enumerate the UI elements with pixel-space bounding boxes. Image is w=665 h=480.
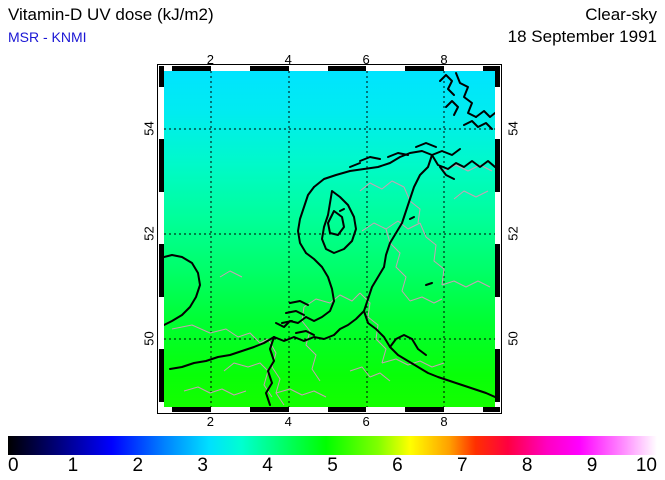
tick-bar-bottom-1	[171, 407, 211, 412]
page-title: Vitamin-D UV dose (kJ/m2)	[8, 5, 214, 24]
colorbar-tick-10: 10	[635, 455, 657, 476]
map-tick-bar-frame	[159, 66, 500, 412]
x-tick-bottom-6: 6	[362, 414, 370, 429]
colorbar-gradient	[8, 436, 657, 455]
x-tick-top-2: 2	[206, 52, 214, 67]
tick-bar-top-9	[483, 66, 500, 71]
condition-label: Clear-sky	[585, 5, 657, 24]
tick-bar-top-1	[171, 66, 211, 71]
tick-bar-top-3	[249, 66, 289, 71]
y-tick-left-54: 54	[141, 121, 157, 136]
colorbar-tick-5: 5	[327, 455, 338, 476]
colorbar-tick-8: 8	[521, 455, 533, 476]
tick-bar-left-49	[159, 349, 164, 402]
x-tick-bottom-8: 8	[440, 414, 448, 429]
tick-bar-right-53	[495, 139, 500, 192]
tick-bar-right-55	[495, 66, 500, 87]
x-tick-bottom-2: 2	[206, 414, 214, 429]
y-tick-left-50: 50	[141, 331, 157, 346]
tick-bar-bottom-5	[327, 407, 367, 412]
colorbar-tick-2: 2	[132, 455, 144, 476]
internal-borders	[171, 164, 493, 406]
coastlines-borders	[164, 72, 495, 406]
colorbar-panel: 0 1 2 3 4 5 6 7 8 9 10	[0, 430, 665, 480]
y-tick-right-50: 50	[505, 331, 521, 346]
colorbar-tick-3: 3	[197, 455, 208, 476]
y-tick-left-52: 52	[141, 226, 157, 241]
tick-bar-right-49	[495, 349, 500, 402]
tick-bar-top-5	[327, 66, 367, 71]
colorbar-tick-9: 9	[586, 455, 598, 476]
colorbar-tick-0: 0	[8, 455, 19, 476]
uv-dose-field	[164, 71, 495, 407]
tick-bar-right-51	[495, 244, 500, 297]
x-tick-top-6: 6	[362, 52, 370, 67]
tick-bar-left-51	[159, 244, 164, 297]
date-label: 18 September 1991	[507, 27, 657, 46]
tick-bar-bottom-3	[249, 407, 289, 412]
tick-bar-left-55	[159, 66, 164, 87]
map-overlay-vector	[164, 71, 495, 407]
x-tick-top-4: 4	[284, 52, 292, 67]
x-tick-top-8: 8	[440, 52, 448, 67]
tick-bar-bottom-7	[405, 407, 445, 412]
colorbar-tick-4: 4	[262, 455, 273, 476]
chart-header: Vitamin-D UV dose (kJ/m2) Clear-sky MSR …	[0, 0, 665, 50]
map-plot-area	[164, 71, 495, 407]
colorbar-tick-7: 7	[457, 455, 468, 476]
tick-bar-bottom-9	[483, 407, 500, 412]
colorbar-tick-6: 6	[392, 455, 403, 476]
y-tick-right-52: 52	[505, 226, 521, 241]
source-label: MSR - KNMI	[8, 29, 87, 45]
grid-lines	[164, 71, 495, 407]
x-tick-bottom-4: 4	[284, 414, 292, 429]
tick-bar-top-7	[405, 66, 445, 71]
tick-bar-left-53	[159, 139, 164, 192]
y-tick-right-54: 54	[505, 121, 521, 136]
map-panel: 2 4 6 8 2 4 6 8 54 52 50 54 52 50	[142, 52, 521, 429]
colorbar-tick-1: 1	[67, 455, 79, 476]
